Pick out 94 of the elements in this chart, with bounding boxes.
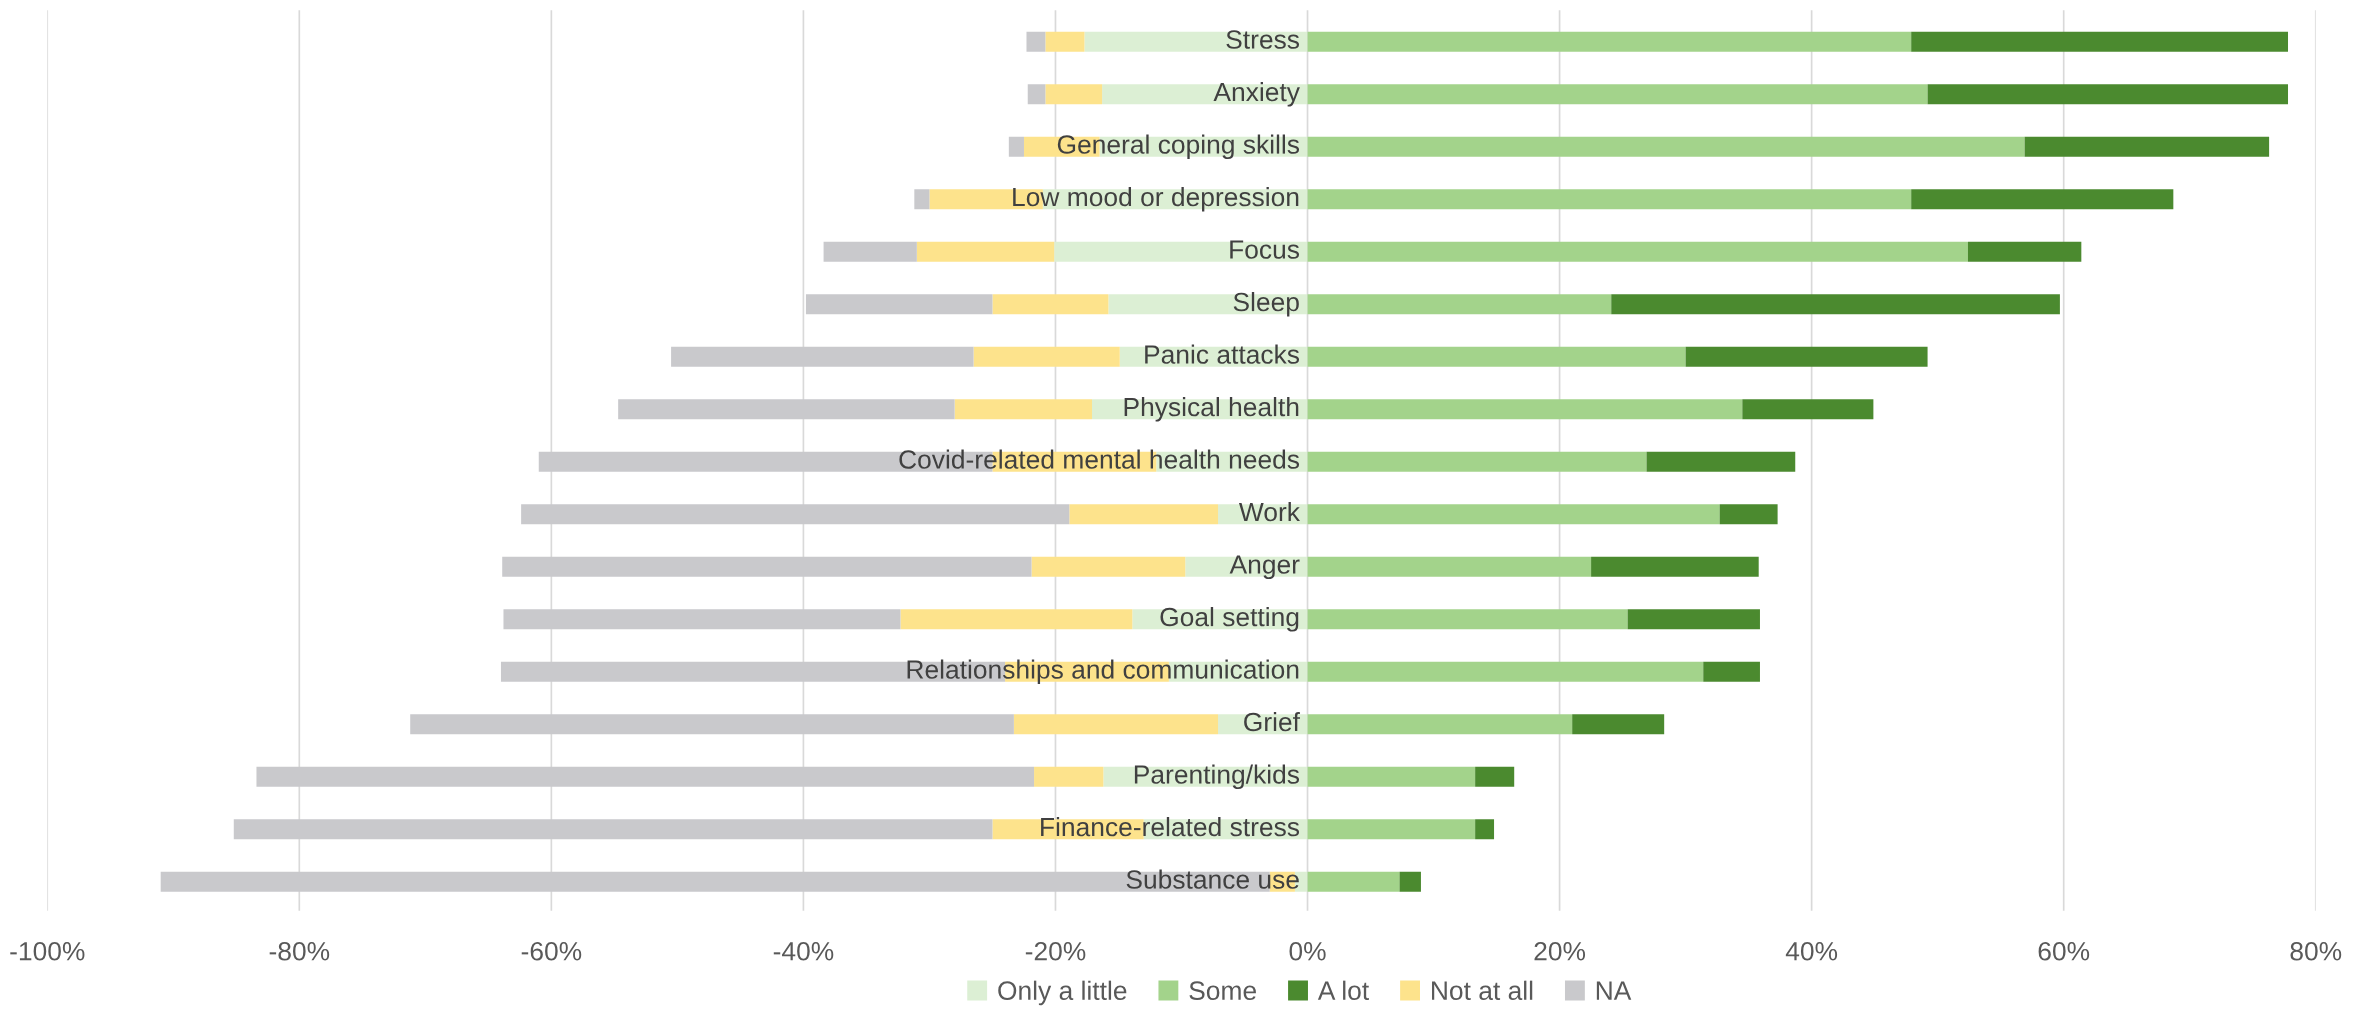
y-tick-label: Covid-related mental health needs [899,449,1300,469]
bar [1307,504,1720,525]
bar [1307,819,1476,840]
bar [1719,504,1778,525]
bar [1307,661,1704,682]
y-tick-label: Physical health [1124,396,1299,422]
bar [1069,504,1219,525]
bar [1307,766,1476,787]
bar [1307,136,2025,157]
bar [1027,84,1046,105]
bar [1034,766,1104,787]
y-tick-label: Work [1238,501,1300,522]
bar [1611,294,2060,315]
bar [992,294,1109,315]
bar [1399,871,1421,892]
legend-label: Not at all [1432,980,1533,1001]
bar [1685,346,1928,367]
bar [1013,714,1219,735]
bar [1031,556,1186,577]
x-tick-label: -100% [10,941,85,961]
x-tick-label: 40% [1785,941,1838,961]
bar [1742,399,1874,420]
bar [973,346,1120,367]
bar [1911,31,2289,52]
bar [1646,451,1796,472]
y-tick-label: Parenting/kids [1134,764,1300,790]
bar [1627,609,1760,630]
bar [1703,661,1760,682]
bar [671,346,974,367]
bar [233,819,993,840]
y-tick-label: Goal setting [1160,606,1299,632]
bar [954,399,1093,420]
legend-label: A lot [1317,980,1369,1001]
x-tick-label: -60% [521,941,582,961]
bar [1307,556,1592,577]
y-tick-label: Anger [1229,555,1300,580]
bar [1911,189,2174,210]
bar [1307,451,1647,472]
x-tick-label: 60% [2038,941,2090,961]
bar [521,504,1070,525]
bar [914,189,930,210]
legend-label: Only a little [998,980,1127,1006]
x-tick-label: 0% [1289,941,1326,961]
bar [1108,294,1308,315]
y-tick-label: General coping skills [1057,134,1300,160]
bar [1307,609,1628,630]
bar [1307,241,1968,262]
x-tick-label: -20% [1025,941,1086,961]
bar [502,556,1032,577]
y-tick-label: Relationships and communication [907,659,1299,685]
bar [1475,766,1515,787]
bar [1307,189,1912,210]
bar [1591,556,1759,577]
bar [1008,136,1024,157]
bar [256,766,1035,787]
bar [1572,714,1665,735]
y-tick-label: Stress [1226,30,1300,49]
bar [1967,241,2082,262]
bar [916,241,1055,262]
bar [805,294,993,315]
x-tick-label: 80% [2290,941,2342,961]
y-tick-label: Finance-related stress [1041,816,1300,837]
y-tick-label: Anxiety [1213,81,1300,107]
x-tick-label: 20% [1534,941,1586,961]
y-tick-label: Sleep [1233,291,1299,317]
bar [1026,31,1046,52]
y-tick-label: Panic attacks [1145,344,1300,364]
bar [1307,714,1573,735]
x-tick-label: -80% [269,941,330,961]
y-tick-label: Grief [1244,711,1301,732]
bar [1307,346,1686,367]
bar [823,241,917,262]
bar [1054,241,1308,262]
bar [1307,399,1743,420]
bar [900,609,1133,630]
bar [1084,31,1308,52]
legend-label: Some [1189,981,1256,1001]
bar [1045,84,1103,105]
bar [1927,84,2289,105]
bar [1475,819,1495,840]
y-tick-label: Focus [1230,240,1300,259]
bar [1307,294,1612,315]
x-tick-label: -40% [773,941,834,961]
bar [503,609,901,630]
bar [2024,136,2270,157]
bar [1307,871,1400,892]
bar [1307,84,1928,105]
bar [410,714,1014,735]
y-tick-label: Substance use [1126,869,1299,889]
bar [618,399,955,420]
legend-label: NA [1596,981,1632,1000]
bar [1045,31,1085,52]
y-tick-label: Low mood or depression [1013,186,1299,212]
bar [1307,31,1912,52]
